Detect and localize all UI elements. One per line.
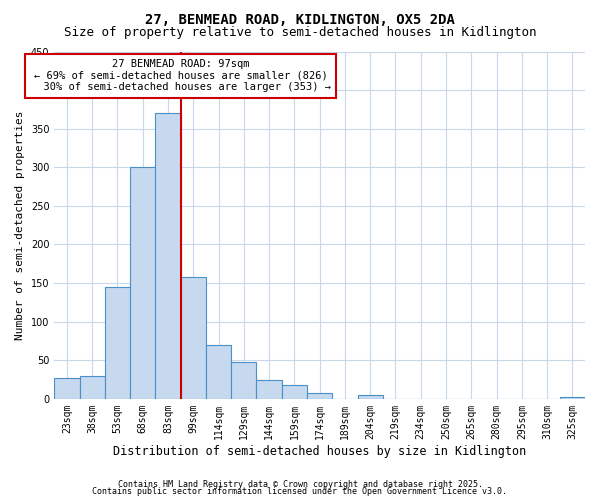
Bar <box>54 378 80 399</box>
Text: Contains HM Land Registry data © Crown copyright and database right 2025.: Contains HM Land Registry data © Crown c… <box>118 480 482 489</box>
Text: Contains public sector information licensed under the Open Government Licence v3: Contains public sector information licen… <box>92 487 508 496</box>
Bar <box>307 394 332 399</box>
Bar <box>282 385 307 399</box>
Bar <box>560 398 585 399</box>
Bar <box>206 345 231 399</box>
Bar <box>358 395 383 399</box>
Bar <box>130 168 155 399</box>
Text: Size of property relative to semi-detached houses in Kidlington: Size of property relative to semi-detach… <box>64 26 536 39</box>
Bar <box>181 277 206 399</box>
Bar <box>80 376 105 399</box>
Text: 27, BENMEAD ROAD, KIDLINGTON, OX5 2DA: 27, BENMEAD ROAD, KIDLINGTON, OX5 2DA <box>145 12 455 26</box>
X-axis label: Distribution of semi-detached houses by size in Kidlington: Distribution of semi-detached houses by … <box>113 444 526 458</box>
Bar <box>105 287 130 399</box>
Bar <box>231 362 256 399</box>
Text: 27 BENMEAD ROAD: 97sqm
← 69% of semi-detached houses are smaller (826)
  30% of : 27 BENMEAD ROAD: 97sqm ← 69% of semi-det… <box>31 59 331 92</box>
Bar <box>256 380 282 399</box>
Bar <box>155 113 181 399</box>
Y-axis label: Number of semi-detached properties: Number of semi-detached properties <box>15 110 25 340</box>
